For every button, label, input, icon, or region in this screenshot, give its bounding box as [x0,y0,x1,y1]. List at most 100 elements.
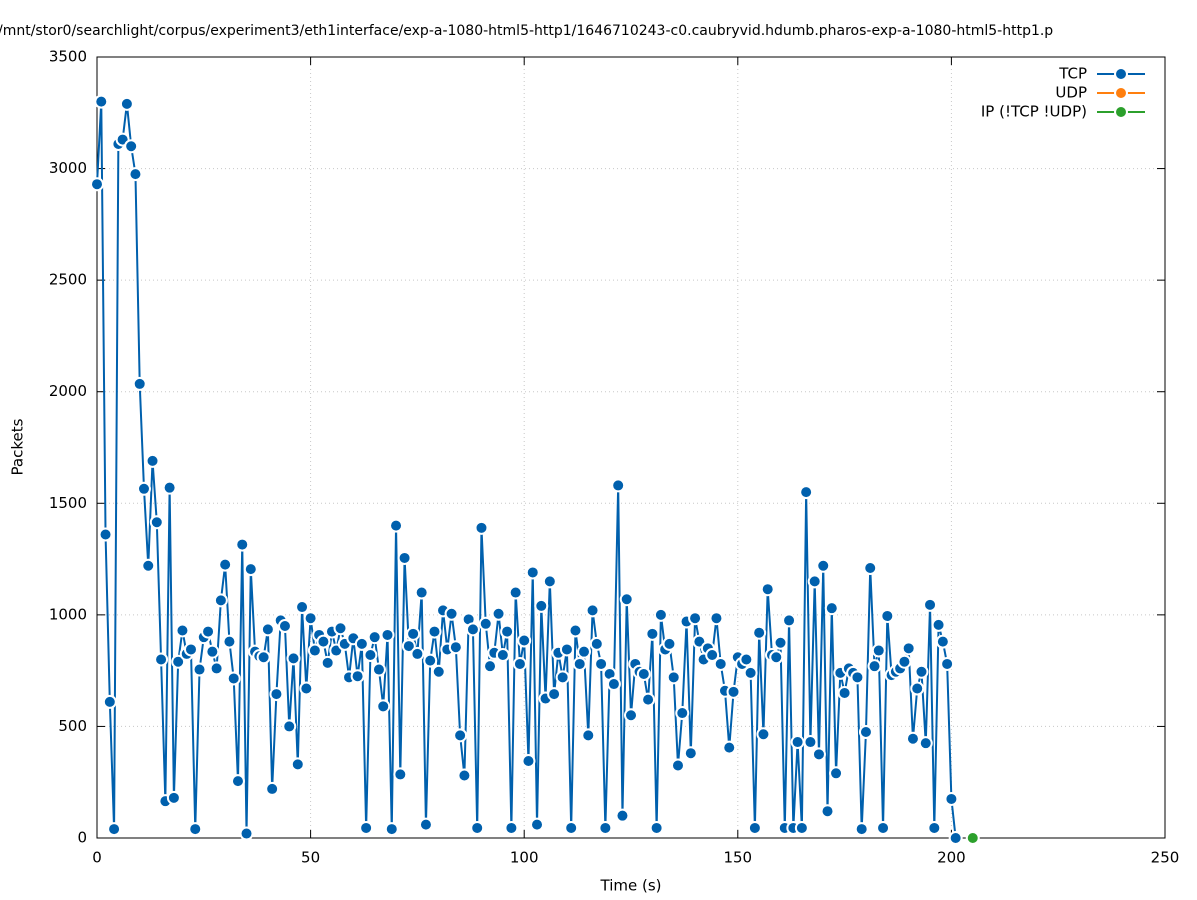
plot-border [96,56,1166,839]
data-point [641,692,656,707]
data-point [333,621,348,636]
data-point [688,611,703,626]
data-point [944,791,959,806]
data-point [645,626,660,641]
legend-label: TCP [1058,65,1087,83]
data-point [418,817,433,832]
data-point [94,94,109,109]
data-point [624,708,638,723]
data-point [192,662,207,677]
data-point [811,747,826,762]
y-axis-label: Packets [9,418,27,475]
data-point [927,820,942,835]
data-point [824,601,839,616]
data-point [363,648,378,663]
legend-marker [1114,67,1128,81]
data-point [722,740,737,755]
data-point [914,664,929,679]
data-point [675,706,690,721]
data-point [747,820,762,835]
data-point [367,630,382,645]
chart-title: /mnt/stor0/searchlight/corpus/experiment… [0,23,1053,39]
data-point [183,642,198,657]
data-point [107,822,122,837]
data-point [149,515,164,530]
data-point [905,731,920,746]
data-point [491,606,506,621]
data-point [124,139,139,154]
data-point [615,808,630,823]
data-point [517,633,532,648]
data-point [559,642,574,657]
data-point [290,757,305,772]
data-point [389,518,404,533]
y-tick-label: 500 [58,717,87,735]
data-point [269,687,284,702]
data-point [521,754,536,769]
data-point [393,767,408,782]
data-point [230,774,245,789]
series-line [96,101,957,839]
y-tick-label: 2500 [49,271,87,289]
data-point [918,736,933,751]
data-point [410,646,425,661]
data-point [572,656,587,671]
data-point [816,558,831,573]
y-tick-label: 0 [77,829,87,847]
data-point [222,634,237,649]
data-point [427,624,442,639]
data-point [739,652,754,667]
data-point [504,820,519,835]
data-point [380,627,395,642]
data-point [542,574,557,589]
data-point [901,641,916,656]
data-point [807,574,822,589]
data-point [448,640,463,655]
data-point [316,634,331,649]
data-point [265,781,280,796]
data-point [508,585,523,600]
y-tick-label: 2000 [49,382,87,400]
data-point [863,560,878,575]
data-point [465,622,480,637]
data-point [218,557,233,572]
data-point [858,725,873,740]
data-point [470,820,485,835]
y-tick-label: 3500 [49,48,87,66]
data-point [371,662,386,677]
data-point [581,728,596,743]
data-point [243,562,258,577]
data-point [90,177,104,192]
data-point [350,669,365,684]
data-point [145,453,160,468]
data-point [397,550,412,565]
data-point [320,655,335,670]
data-point [726,684,741,699]
data-point [500,624,515,639]
y-tick-label: 3000 [49,159,87,177]
data-point [829,766,844,781]
data-point [935,634,950,649]
data-point [589,636,604,651]
data-point [662,636,677,651]
data-point [670,758,685,773]
data-point [790,735,805,750]
data-point [897,654,912,669]
legend-marker [1114,86,1128,100]
data-point [128,167,143,182]
data-point [235,537,250,552]
data-point [606,677,621,692]
data-point [295,600,310,615]
legend-label: UDP [1055,84,1087,102]
data-point [649,820,664,835]
data-point [585,603,600,618]
data-point [453,728,468,743]
data-point [303,611,318,626]
data-point [594,656,609,671]
data-point [782,613,797,628]
data-point [709,611,724,626]
data-point [205,644,220,659]
data-point [286,651,301,666]
data-point [948,831,963,845]
